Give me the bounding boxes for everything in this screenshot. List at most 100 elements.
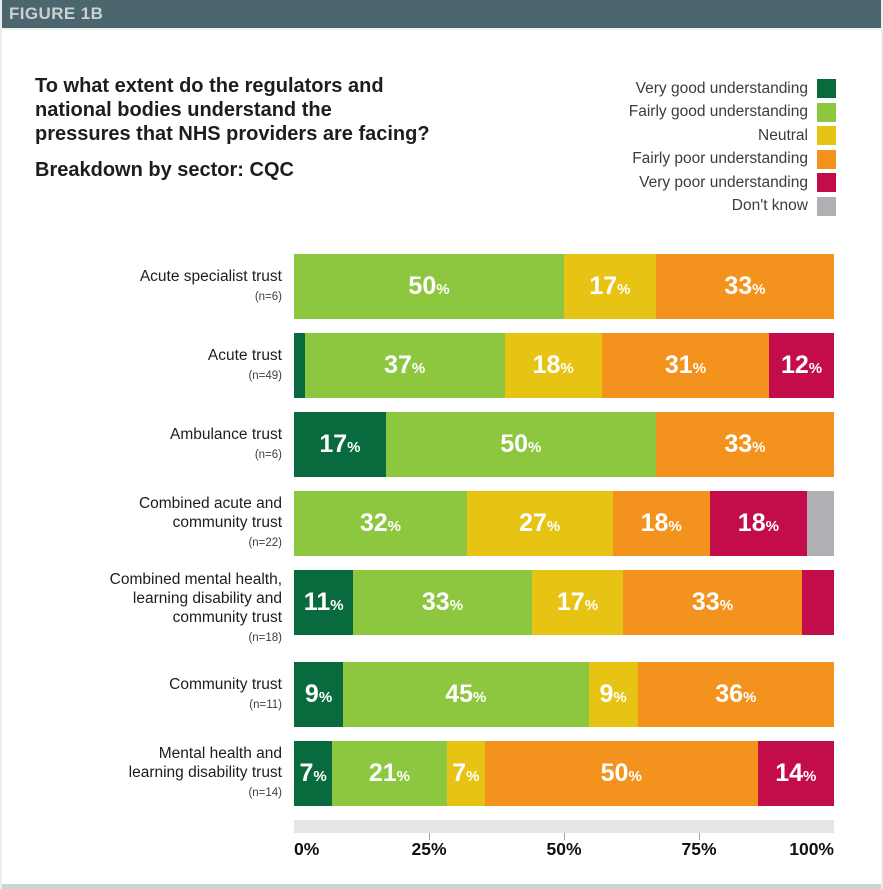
segment-value: 18 <box>737 509 766 537</box>
segment-value: 7 <box>299 759 314 787</box>
row-label: Combined mental health, learning disabil… <box>36 570 294 648</box>
bar-segment: 33% <box>623 570 802 635</box>
chart-row: Acute specialist trust (n=6) 50% 17% 33% <box>36 254 834 319</box>
bar-segment: 36% <box>637 662 834 727</box>
segment-value: 33 <box>421 588 450 616</box>
chart-row: Combined mental health, learning disabil… <box>36 570 834 648</box>
stacked-bar: 7% 21% 7% 50% 14% <box>294 741 834 806</box>
legend-swatch <box>817 79 836 99</box>
bar-segment: 27% <box>466 491 613 556</box>
segment-percent-sign: % <box>436 281 450 298</box>
row-sample-size: (n=14) <box>248 787 282 799</box>
axis-label: 0% <box>294 839 320 859</box>
figure-header: FIGURE 1B <box>2 0 881 30</box>
row-label-text: Combined acute and community trust <box>138 495 282 531</box>
bar-segment: 7% <box>446 741 485 806</box>
segment-value: 50 <box>408 272 437 300</box>
axis-strip <box>294 820 834 833</box>
bar-segment: 11% <box>294 570 354 635</box>
axis-label: 100% <box>789 839 834 859</box>
axis-tick <box>429 833 430 840</box>
chart-row: Community trust (n=11) 9% 45% 9% 36% <box>36 662 834 727</box>
chart-row: Acute trust (n=49) 37% 18% 31% 12% <box>36 333 834 398</box>
bar-segment: 17% <box>531 570 624 635</box>
segment-value: 50 <box>600 759 629 787</box>
row-sample-size: (n=49) <box>248 369 282 382</box>
row-label: Combined acute and community trust (n=22) <box>36 491 294 556</box>
bar-segment: 17% <box>294 412 386 477</box>
bar-segment: 33% <box>655 412 834 477</box>
figure-label: FIGURE 1B <box>9 4 104 23</box>
segment-value: 14 <box>775 759 803 787</box>
legend-swatch <box>817 196 836 216</box>
bar-segment: 9% <box>588 662 638 727</box>
bar-segment: 50% <box>294 254 564 319</box>
bar-segment: 9% <box>294 662 344 727</box>
bar-segment: 33% <box>353 570 532 635</box>
segment-percent-sign: % <box>617 281 631 298</box>
segment-percent-sign: % <box>560 360 574 377</box>
segment-value: 7 <box>452 759 467 787</box>
row-label-text: Mental health and learning disability tr… <box>128 745 282 781</box>
segment-value: 17 <box>589 272 618 300</box>
row-sample-size: (n=6) <box>254 290 282 303</box>
bar-segment: 31% <box>601 333 770 398</box>
segment-value: 21 <box>368 759 397 787</box>
stacked-bar: 9% 45% 9% 36% <box>294 662 834 727</box>
row-label-text: Acute specialist trust <box>139 267 282 285</box>
axis-spacer <box>36 820 294 865</box>
row-label: Acute specialist trust (n=6) <box>36 254 294 319</box>
row-label: Community trust (n=11) <box>36 662 294 727</box>
segment-percent-sign: % <box>449 597 464 614</box>
segment-percent-sign: % <box>313 768 327 785</box>
bar-segment: 45% <box>343 662 589 727</box>
segment-percent-sign: % <box>803 768 817 785</box>
legend-label: Very good understanding <box>635 79 808 97</box>
segment-percent-sign: % <box>347 439 361 456</box>
row-label-text: Combined mental health, learning disabil… <box>109 571 282 626</box>
segment-value: 33 <box>691 588 720 616</box>
page-title-line1: To what extent do the regulators and <box>35 75 384 97</box>
bar-segment: 12% <box>769 333 834 398</box>
segment-percent-sign: % <box>330 597 344 614</box>
segment-value: 12 <box>780 351 809 379</box>
legend-label: Very poor understanding <box>639 173 808 191</box>
segment-percent-sign: % <box>692 360 707 377</box>
chart-rows: Acute specialist trust (n=6) 50% 17% 33% Acut… <box>36 254 834 806</box>
segment-value: 50 <box>500 430 529 458</box>
segment-percent-sign: % <box>387 518 401 535</box>
bar-segment: 18% <box>612 491 710 556</box>
axis-label: 75% <box>681 839 717 859</box>
segment-value: 33 <box>724 430 753 458</box>
x-axis: 0% 25% 50% 75% 100% <box>294 820 834 865</box>
segment-value: 32 <box>359 509 388 537</box>
segment-value: 33 <box>724 272 753 300</box>
chart-row: Ambulance trust (n=6) 17% 50% 33% <box>36 412 834 477</box>
legend-label: Neutral <box>758 126 808 144</box>
segment-percent-sign: % <box>473 689 487 706</box>
axis-label: 25% <box>411 839 447 859</box>
row-label: Ambulance trust (n=6) <box>36 412 294 477</box>
stacked-bar: 32% 27% 18% 18% <box>294 491 834 556</box>
page-title-line3: pressures that NHS providers are facing? <box>35 123 430 145</box>
bar-segment: 21% <box>332 741 447 806</box>
row-sample-size: (n=18) <box>248 632 282 644</box>
stacked-bar: 17% 50% 33% <box>294 412 834 477</box>
segment-value: 9 <box>599 680 614 708</box>
bar-segment: 50% <box>385 412 656 477</box>
legend-label: Fairly poor understanding <box>632 150 808 168</box>
row-label-text: Community trust <box>169 675 282 693</box>
segment-percent-sign: % <box>396 768 411 785</box>
segment-value: 31 <box>664 351 693 379</box>
page-title-line2: national bodies understand the <box>35 99 332 121</box>
bar-segment: 14% <box>757 741 834 806</box>
axis-label: 50% <box>546 839 582 859</box>
segment-percent-sign: % <box>546 518 561 535</box>
title-block: To what extent do the regulators and nat… <box>35 74 515 218</box>
legend-item: Very poor understanding <box>639 171 836 195</box>
bar-segment: 18% <box>504 333 602 398</box>
top-section: To what extent do the regulators and nat… <box>2 30 881 218</box>
bar-segment: 18% <box>709 491 807 556</box>
legend-swatch <box>817 173 836 193</box>
axis-tick <box>699 833 700 840</box>
